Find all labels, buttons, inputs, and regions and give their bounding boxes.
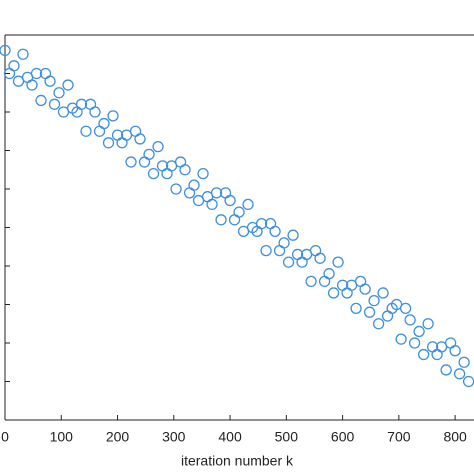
point	[449, 345, 461, 357]
point	[8, 60, 20, 72]
point	[17, 48, 29, 60]
point	[381, 310, 394, 322]
point	[89, 106, 101, 118]
point	[431, 348, 443, 361]
point	[0, 44, 11, 57]
point	[170, 183, 182, 195]
point	[309, 244, 322, 257]
point	[408, 337, 421, 349]
x-tick-label: 200	[106, 429, 130, 445]
point	[399, 302, 412, 315]
point	[125, 156, 137, 168]
x-tick-label: 300	[162, 429, 186, 445]
point	[44, 75, 56, 87]
point	[224, 194, 236, 207]
point	[35, 94, 47, 107]
point	[75, 98, 88, 110]
point	[318, 275, 331, 288]
point	[161, 167, 173, 180]
point	[323, 268, 335, 280]
x-tick-label: 0	[1, 429, 9, 445]
point	[80, 125, 92, 137]
point	[440, 364, 452, 376]
point	[116, 137, 128, 149]
point	[278, 237, 290, 249]
x-tick-label: 600	[331, 429, 355, 445]
point	[98, 117, 110, 130]
point	[341, 287, 353, 299]
x-axis-label: iteration number k	[181, 453, 294, 469]
point	[422, 318, 434, 330]
point	[377, 287, 389, 299]
point	[30, 67, 43, 80]
point	[395, 333, 407, 345]
point	[350, 302, 362, 315]
point	[215, 214, 227, 226]
point	[305, 275, 317, 288]
point	[179, 164, 191, 176]
x-tick-label: 100	[50, 429, 74, 445]
point	[143, 148, 155, 161]
point	[188, 179, 200, 191]
point	[102, 137, 115, 149]
point	[458, 356, 470, 368]
point	[129, 125, 142, 137]
point	[287, 229, 299, 241]
point	[417, 348, 430, 361]
point	[273, 244, 286, 257]
point	[233, 206, 245, 218]
point	[444, 337, 457, 349]
x-tick-label: 700	[387, 429, 411, 445]
point	[242, 198, 254, 211]
point	[228, 214, 241, 226]
point	[404, 314, 416, 326]
point	[183, 187, 196, 199]
x-tick-label: 400	[218, 429, 242, 445]
point	[269, 225, 281, 238]
point	[93, 125, 106, 137]
point	[147, 167, 160, 180]
x-tick-label: 500	[275, 429, 299, 445]
point	[332, 256, 344, 268]
point	[359, 283, 371, 295]
point	[152, 140, 164, 153]
point	[453, 368, 466, 380]
point	[26, 79, 38, 91]
point	[210, 187, 223, 199]
point	[174, 156, 187, 168]
point	[206, 198, 218, 211]
point	[296, 256, 308, 268]
point	[354, 275, 367, 288]
point	[107, 110, 119, 122]
point	[48, 98, 61, 110]
point	[255, 217, 268, 230]
point	[53, 87, 65, 99]
point	[62, 79, 74, 91]
point	[197, 167, 209, 180]
point	[363, 306, 376, 318]
point	[372, 318, 385, 330]
point	[260, 244, 272, 257]
point	[282, 256, 295, 268]
x-tick-label: 800	[443, 429, 467, 445]
point	[368, 294, 380, 307]
point	[413, 325, 425, 338]
point	[314, 252, 326, 264]
point	[134, 133, 146, 145]
point	[327, 287, 340, 299]
point	[138, 156, 151, 168]
point	[462, 375, 474, 388]
